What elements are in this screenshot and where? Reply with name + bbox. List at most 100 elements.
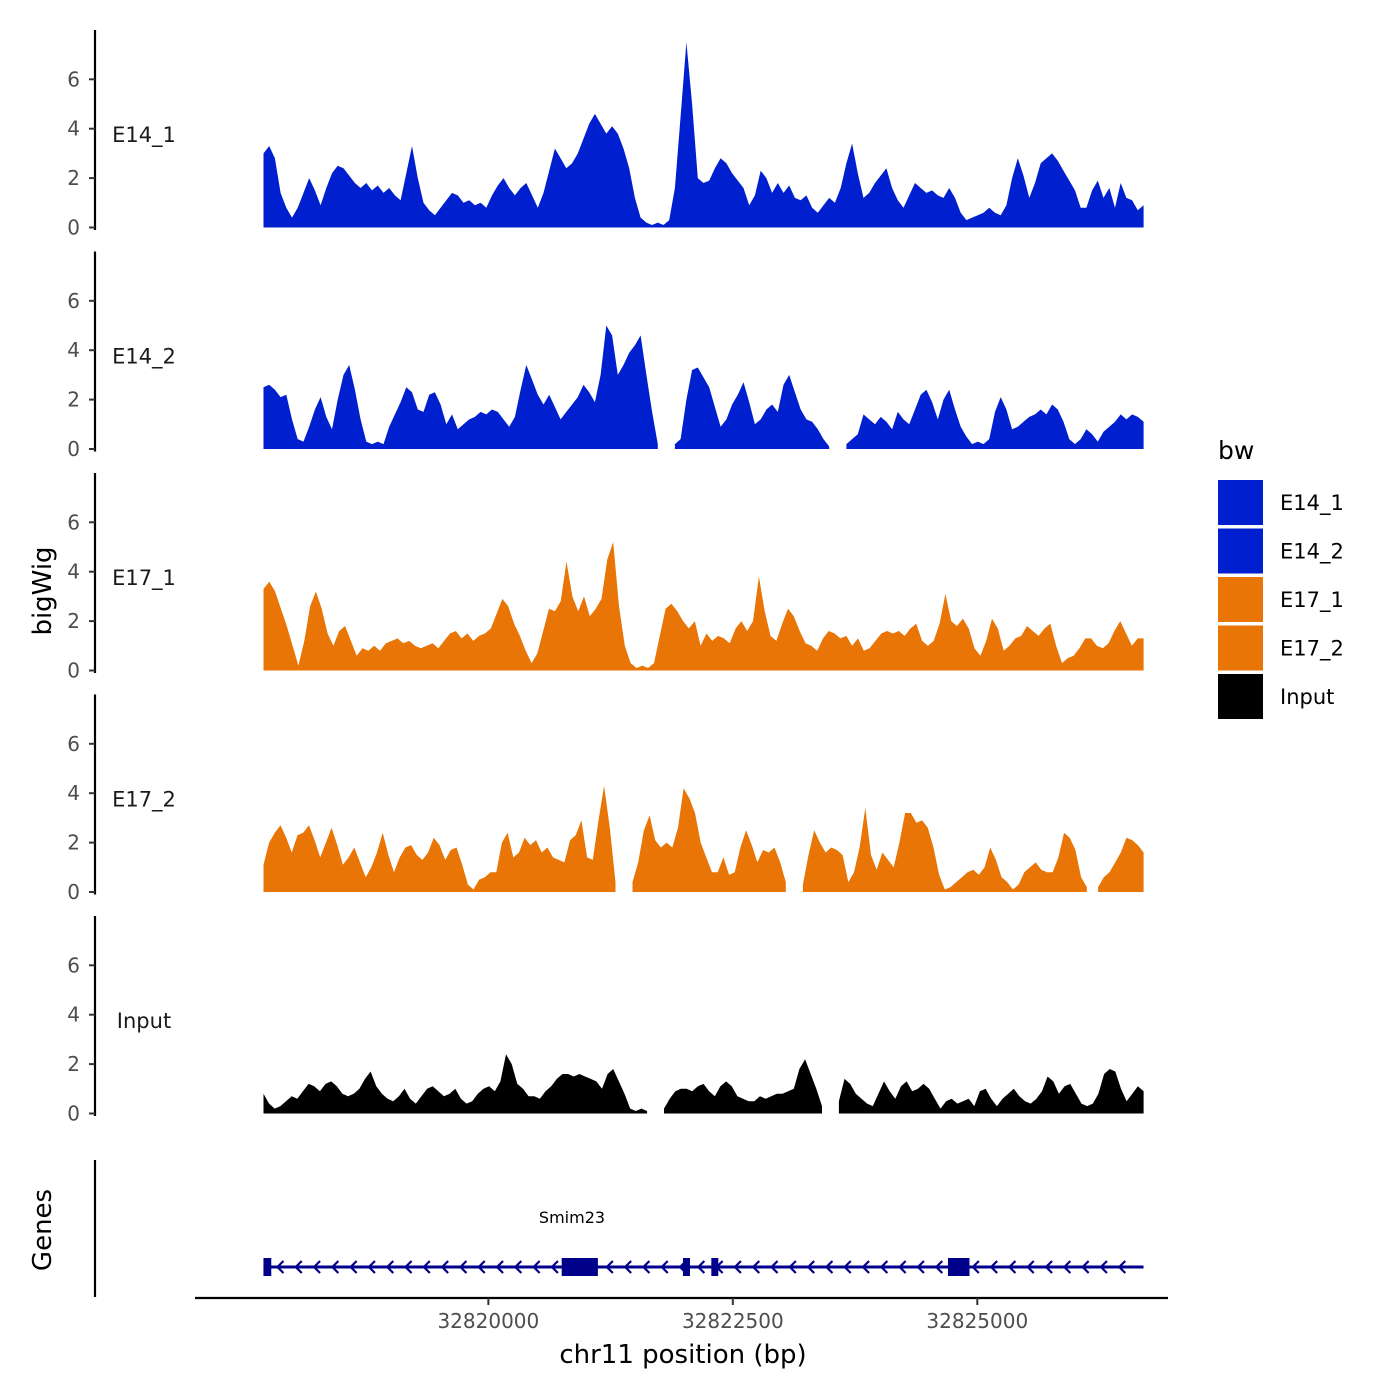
gene-exon	[263, 1258, 272, 1276]
legend-key-input	[1218, 674, 1263, 719]
gene-smim23: Smim23	[263, 1208, 1144, 1276]
strand-arrow	[898, 1260, 907, 1274]
y-tick-label: 4	[67, 117, 80, 141]
track-input: 0 2 4 6 Input	[67, 916, 1144, 1126]
y-tick-label: 0	[67, 1102, 80, 1126]
coverage-area	[263, 1054, 648, 1114]
coverage-area	[1098, 837, 1144, 892]
strand-arrow	[385, 1260, 395, 1274]
strand-arrow	[989, 1260, 998, 1274]
strand-arrow	[312, 1260, 321, 1274]
strand-arrow	[1117, 1260, 1127, 1274]
gene-exon	[947, 1258, 970, 1276]
coverage-area	[674, 367, 830, 449]
strand-arrow	[788, 1260, 797, 1274]
legend: bw E14_1 E14_2 E17_1 E17_2 Input	[1218, 436, 1344, 719]
y-tick-label: 4	[67, 781, 80, 805]
strand-arrow	[605, 1260, 614, 1274]
strand-arrow	[1062, 1260, 1072, 1274]
y-axis-title-genes: Genes	[28, 1189, 58, 1271]
strand-arrow	[971, 1260, 980, 1274]
strand-arrow	[532, 1260, 541, 1274]
strand-arrow	[769, 1260, 779, 1274]
legend-label: E17_2	[1280, 637, 1344, 662]
strand-arrow	[458, 1260, 468, 1274]
strand-arrow	[1007, 1260, 1017, 1274]
strand-arrow	[696, 1260, 706, 1274]
y-tick-label: 2	[67, 609, 80, 633]
track-e17-1: 0 2 4 6 E17_1	[67, 473, 1144, 683]
strand-arrow	[879, 1260, 889, 1274]
gene-exon	[561, 1258, 598, 1276]
strand-arrow	[641, 1260, 651, 1274]
track-label: E14_2	[112, 345, 176, 370]
y-tick-label: 6	[67, 289, 80, 313]
legend-key-e17-2	[1218, 625, 1263, 671]
track-e17-2: 0 2 4 6 E17_2	[67, 694, 1144, 904]
coverage-area	[664, 1059, 822, 1114]
y-tick-label: 2	[67, 388, 80, 412]
track-label: E17_2	[112, 788, 176, 813]
y-tick-label: 0	[67, 659, 80, 683]
x-tick-label: 32822500	[682, 1309, 784, 1333]
strand-arrow	[367, 1260, 376, 1274]
legend-label: E14_2	[1280, 540, 1344, 565]
strand-arrow	[1026, 1260, 1035, 1274]
strand-arrow	[1099, 1260, 1108, 1274]
y-tick-label: 4	[67, 560, 80, 584]
strand-arrow	[916, 1260, 925, 1274]
coverage-area	[263, 325, 658, 449]
strand-arrow	[824, 1260, 834, 1274]
y-axis-title-bigwig: bigWig	[28, 546, 58, 635]
y-tick-label: 0	[67, 437, 80, 461]
y-tick-label: 0	[67, 880, 80, 904]
legend-label: E14_1	[1280, 491, 1344, 516]
coverage-area	[263, 42, 1144, 228]
y-tick-label: 6	[67, 67, 80, 91]
strand-arrow	[934, 1260, 944, 1274]
gene-name-label: Smim23	[539, 1208, 605, 1227]
strand-arrow	[733, 1260, 742, 1274]
legend-title: bw	[1218, 436, 1254, 465]
strand-arrow	[440, 1260, 449, 1274]
track-label: Input	[117, 1009, 171, 1033]
y-tick-label: 4	[67, 1003, 80, 1027]
legend-key-e17-1	[1218, 577, 1263, 622]
strand-arrow	[403, 1260, 413, 1274]
strand-arrow	[806, 1260, 815, 1274]
strand-arrow	[513, 1260, 523, 1274]
legend-key-e14-2	[1218, 528, 1263, 574]
track-label: E17_1	[112, 566, 176, 591]
y-tick-label: 2	[67, 831, 80, 855]
coverage-tracks: 0 2 4 6 E14_1 0 2 4 6 E14_2 0 2 4 6 E17_1 0 2 4 6 E17_2 0 2 4 6…	[67, 30, 1144, 1126]
legend-label: Input	[1280, 685, 1334, 709]
strand-arrow	[660, 1260, 669, 1274]
y-tick-label: 6	[67, 953, 80, 977]
x-tick-label: 32825000	[926, 1309, 1028, 1333]
coverage-area	[632, 788, 786, 892]
x-tick-label: 32820000	[437, 1309, 539, 1333]
coverage-area	[802, 808, 1087, 892]
y-tick-label: 6	[67, 510, 80, 534]
x-axis: 32820000 32822500 32825000	[195, 1296, 1168, 1333]
strand-arrow	[1044, 1260, 1053, 1274]
y-tick-label: 2	[67, 166, 80, 190]
gene-track: Smim23	[93, 1160, 1144, 1297]
strand-arrow	[477, 1260, 486, 1274]
strand-arrow	[495, 1260, 504, 1274]
coverage-area	[846, 389, 1144, 449]
gene-exon	[711, 1258, 719, 1276]
x-axis-title: chr11 position (bp)	[559, 1340, 806, 1370]
legend-label: E17_1	[1280, 588, 1344, 613]
strand-arrow	[1081, 1260, 1090, 1274]
strand-arrow	[623, 1260, 632, 1274]
track-e14-2: 0 2 4 6 E14_2	[67, 251, 1144, 461]
track-e14-1: 0 2 4 6 E14_1	[67, 30, 1144, 240]
strand-arrow	[751, 1260, 761, 1274]
strand-arrow	[422, 1260, 431, 1274]
coverage-area	[263, 542, 1144, 671]
strand-arrow	[550, 1260, 559, 1274]
y-tick-label: 6	[67, 732, 80, 756]
strand-arrow	[843, 1260, 852, 1274]
